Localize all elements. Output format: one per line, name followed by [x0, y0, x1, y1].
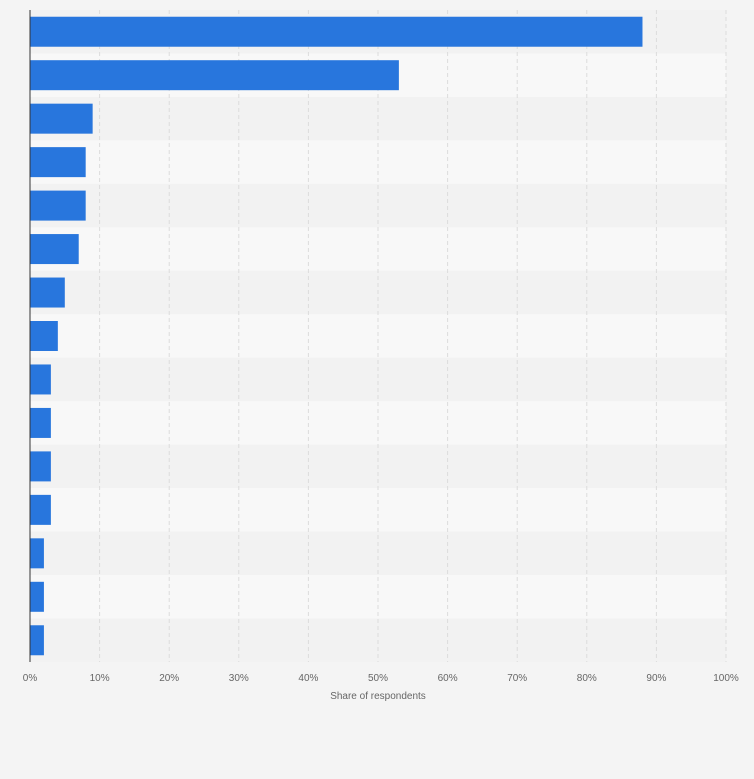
bar: [30, 60, 399, 91]
bar: [30, 407, 51, 438]
x-tick-label: 90%: [646, 673, 666, 684]
bar: [30, 581, 44, 612]
plot-band: [30, 357, 726, 402]
bar: [30, 147, 86, 178]
gridlines: [99, 10, 727, 662]
bar: [30, 364, 51, 395]
bar: [30, 190, 86, 221]
x-tick-label: 50%: [368, 673, 388, 684]
bar: [30, 321, 58, 351]
bars: [30, 16, 643, 656]
x-tick-label: 30%: [229, 673, 249, 684]
x-tick-label: 60%: [438, 673, 458, 684]
x-tick-label: 70%: [507, 673, 527, 684]
x-tick-label: 80%: [577, 673, 597, 684]
plot-band: [30, 140, 726, 184]
bar: [30, 538, 44, 569]
bar: [30, 277, 65, 308]
x-tick-labels: 0% 10% 20% 30% 40% 50% 60% 70% 80% 90% 100%: [23, 673, 739, 684]
bar: [30, 451, 51, 482]
bar: [30, 234, 79, 265]
plot-band: [30, 575, 726, 619]
x-tick-label: 20%: [159, 673, 179, 684]
x-tick-label: 10%: [90, 673, 110, 684]
x-tick-label: 40%: [298, 673, 318, 684]
bar: [30, 625, 44, 656]
x-tick-label: 100%: [713, 673, 739, 684]
bar: [30, 16, 643, 47]
x-axis-title: Share of respondents: [330, 691, 426, 702]
x-tick-label: 0%: [23, 673, 38, 684]
bar: [30, 103, 93, 134]
bar: [30, 494, 51, 525]
